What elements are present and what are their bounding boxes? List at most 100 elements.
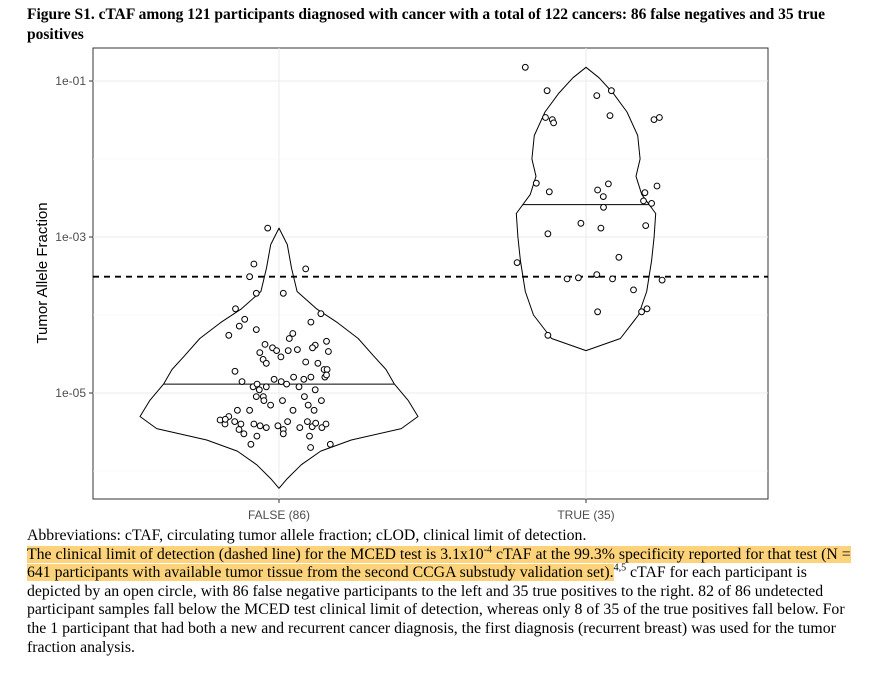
point-false — [225, 331, 233, 339]
point-false — [326, 440, 334, 448]
point-false — [322, 420, 330, 428]
point-false — [221, 415, 229, 423]
point-true — [563, 275, 571, 283]
point-false — [323, 366, 331, 373]
point-false — [318, 424, 326, 432]
point-true — [653, 182, 661, 190]
point-false — [250, 420, 258, 428]
point-true — [648, 200, 655, 207]
point-false — [260, 397, 268, 405]
point-false — [301, 393, 308, 401]
data-points — [216, 63, 666, 451]
y-tick-label: 1e-05 — [55, 386, 86, 400]
point-false — [309, 344, 316, 352]
point-false — [247, 440, 255, 448]
point-true — [545, 188, 553, 196]
point-false — [314, 359, 322, 367]
caption-rest: cTAF for each participant is depicted by… — [27, 564, 845, 656]
point-false — [289, 330, 297, 337]
point-false — [273, 347, 281, 355]
point-false — [261, 341, 269, 348]
point-false — [238, 378, 246, 386]
x-axis: FALSE (86) TRUE (35) — [248, 499, 615, 522]
violin-false — [139, 227, 419, 489]
point-true — [594, 308, 601, 316]
y-tick-label: 1e-03 — [55, 230, 86, 244]
point-false — [253, 380, 261, 388]
point-false — [302, 265, 310, 273]
point-false — [277, 353, 285, 361]
point-false — [284, 347, 292, 355]
point-false — [253, 432, 261, 440]
plot-panel — [92, 47, 769, 500]
figure-title: Figure S1. cTAF among 121 participants d… — [27, 6, 826, 43]
point-false — [283, 380, 291, 388]
point-true — [577, 219, 585, 227]
point-true — [532, 179, 540, 187]
point-false — [295, 383, 303, 391]
point-false — [323, 371, 330, 379]
y-axis: 1e-01 1e-03 1e-05 — [55, 74, 93, 400]
point-true — [597, 224, 605, 232]
point-true — [638, 308, 645, 316]
point-true — [593, 92, 601, 99]
point-false — [235, 426, 243, 433]
point-true — [521, 63, 529, 71]
point-false — [241, 315, 249, 323]
point-true — [575, 274, 582, 282]
point-false — [262, 424, 270, 432]
point-false — [304, 401, 312, 409]
point-false — [234, 406, 241, 414]
point-false — [310, 406, 318, 414]
violin-true — [515, 66, 657, 352]
point-true — [642, 222, 650, 230]
x-tick-label-true: TRUE (35) — [557, 508, 614, 522]
y-tick-label: 1e-01 — [55, 74, 86, 88]
point-true — [544, 331, 552, 339]
exponent: -4 — [483, 544, 493, 556]
point-true — [605, 180, 612, 188]
point-false — [279, 397, 286, 405]
point-false — [317, 310, 325, 318]
point-false — [307, 373, 315, 381]
caption-body: The clinical limit of detection (dashed … — [27, 544, 862, 658]
point-true — [615, 253, 623, 261]
point-true — [542, 114, 549, 121]
point-false — [285, 335, 293, 342]
point-false — [237, 420, 245, 428]
point-false — [279, 430, 287, 438]
point-false — [296, 424, 304, 432]
point-false — [246, 406, 254, 414]
point-true — [600, 203, 607, 211]
point-false — [252, 326, 260, 334]
point-false — [256, 422, 264, 430]
point-false — [311, 386, 319, 394]
x-tick-label-false: FALSE (86) — [248, 508, 310, 522]
point-false — [231, 418, 239, 426]
point-false — [312, 419, 320, 427]
highlight-text-b: cTAF at the 99.3% specificity reported f… — [27, 545, 851, 582]
point-false — [304, 418, 311, 426]
point-false — [306, 432, 313, 440]
point-false — [235, 322, 243, 330]
violin-plot: 1e-01 1e-03 1e-05 FALSE (86) TRUE (35) Tumo… — [34, 47, 769, 522]
point-true — [609, 275, 616, 283]
point-true — [641, 189, 649, 197]
point-false — [294, 346, 301, 354]
caption-abbreviations: Abbreviations: cTAF, circulating tumor a… — [27, 527, 587, 544]
point-false — [323, 337, 330, 345]
point-false — [300, 375, 308, 383]
point-true — [543, 87, 551, 95]
point-true — [630, 286, 637, 294]
point-false — [274, 422, 282, 430]
point-true — [594, 186, 601, 194]
point-false — [290, 373, 298, 381]
point-false — [240, 430, 248, 438]
point-false — [267, 401, 275, 409]
point-true — [544, 230, 552, 238]
point-false — [262, 383, 270, 391]
point-true — [658, 276, 666, 284]
point-false — [252, 393, 260, 401]
reference-superscript: 4,5 — [613, 562, 627, 574]
point-false — [289, 406, 297, 414]
